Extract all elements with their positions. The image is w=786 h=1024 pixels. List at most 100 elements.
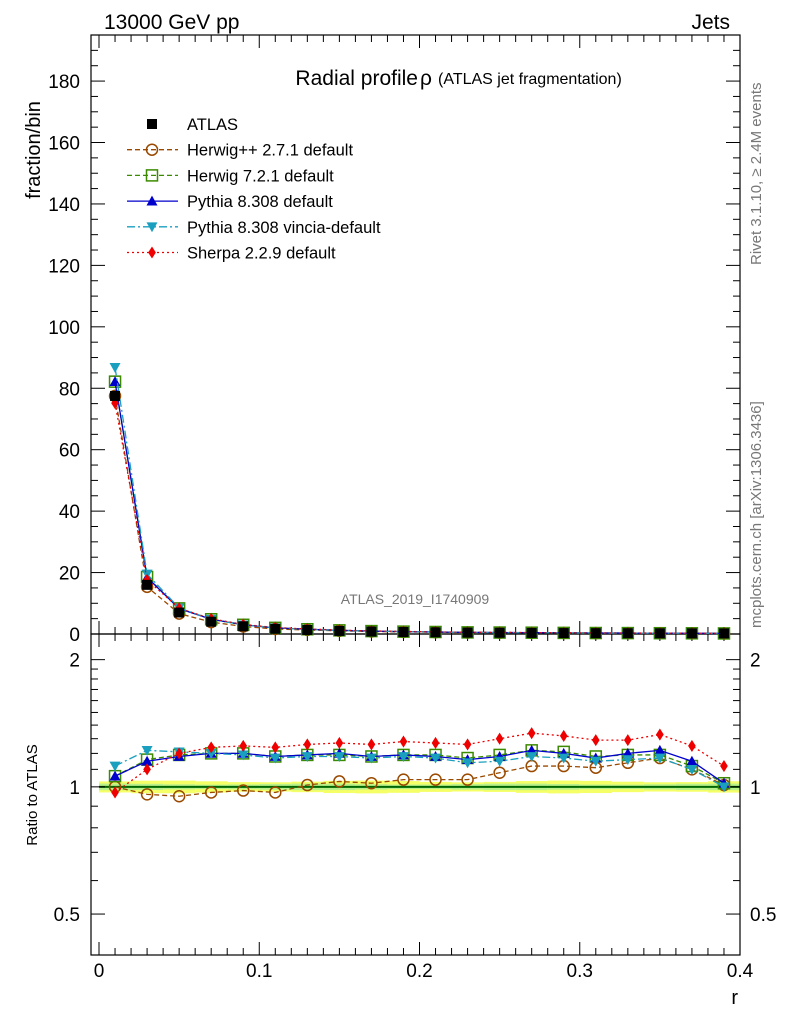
series-line-ratio	[114, 749, 725, 784]
ratio-panel-frame	[90, 633, 741, 956]
data-point	[174, 607, 185, 618]
series-point-ratio	[656, 728, 664, 741]
x-tick-label: 0	[94, 961, 105, 982]
legend-label: Sherpa 2.2.9 default	[187, 245, 336, 263]
data-point	[398, 627, 409, 638]
y-tick-label-main: 120	[48, 256, 80, 277]
data-point	[366, 626, 377, 637]
y-tick-label-main: 60	[59, 441, 80, 462]
series-point-main	[109, 362, 121, 373]
chart-title-sub: (ATLAS jet fragmentation)	[438, 71, 622, 88]
legend-marker	[147, 119, 157, 129]
ratio-series-group	[108, 727, 731, 803]
x-tick-label: 0.1	[246, 961, 272, 982]
data-point	[270, 623, 281, 634]
rivet-label: Rivet 3.1.10, ≥ 2.4M events	[748, 83, 765, 266]
series-point-ratio	[109, 761, 121, 772]
data-point	[654, 628, 665, 639]
series-point-ratio	[175, 747, 183, 760]
series-point-ratio	[654, 744, 666, 755]
series-point-ratio	[558, 753, 570, 764]
series-point-ratio	[140, 788, 154, 801]
series-point-ratio	[399, 735, 408, 748]
series-point-ratio	[365, 753, 377, 764]
data-point	[206, 616, 217, 627]
data-point	[302, 625, 313, 636]
series-point-ratio	[591, 734, 600, 747]
data-point	[526, 627, 537, 638]
data-point	[334, 625, 345, 636]
series-point-ratio	[622, 755, 634, 766]
series-point-ratio	[654, 753, 666, 764]
series-point-ratio	[111, 786, 119, 799]
y-axis-label-ratio: Ratio to ATLAS	[24, 744, 41, 845]
x-tick-label: 0.2	[406, 961, 432, 982]
series-point-ratio	[301, 778, 314, 792]
chart-title: Radial profile	[295, 67, 418, 90]
y-tick-label-main: 160	[48, 134, 80, 155]
series-point-ratio	[462, 758, 474, 769]
y-tick-label-main: 0	[69, 625, 80, 646]
series-point-ratio	[269, 786, 282, 799]
legend-marker	[145, 169, 159, 182]
series-point-ratio	[367, 738, 376, 751]
series-point-ratio	[365, 776, 378, 790]
mcplots-label: mcplots.cern.ch [arXiv:1306.3436]	[748, 401, 765, 628]
header-right: Jets	[691, 11, 730, 34]
main-series-group	[108, 362, 731, 640]
y-tick-label-main: 140	[48, 195, 80, 216]
series-point-ratio	[431, 736, 440, 750]
series-point-ratio	[269, 753, 281, 764]
legend-label: Pythia 8.308 vincia-default	[187, 219, 381, 237]
series-point-ratio	[397, 773, 410, 786]
series-point-ratio	[333, 775, 346, 788]
series-point-ratio	[493, 766, 506, 779]
series-point-ratio	[335, 736, 344, 750]
series-point-ratio	[688, 739, 696, 752]
data-point	[462, 627, 473, 638]
data-point	[718, 628, 729, 639]
analysis-label: ATLAS_2019_I1740909	[341, 591, 490, 607]
legend-marker	[145, 143, 159, 156]
series-point-ratio	[172, 790, 186, 803]
series-point-ratio	[271, 741, 280, 754]
y-tick-label-ratio: 2	[69, 651, 80, 672]
series-point-ratio	[237, 750, 249, 761]
data-point	[622, 628, 633, 639]
series-point-ratio	[397, 752, 409, 762]
y-tick-label-main: 40	[59, 502, 80, 523]
header-left: 13000 GeV pp	[104, 11, 239, 34]
series-line-ratio	[114, 757, 725, 797]
series-point-ratio	[686, 764, 698, 775]
series-point-ratio	[623, 734, 632, 747]
series-point-ratio	[430, 753, 442, 764]
series-point-ratio	[239, 739, 248, 752]
series-point-ratio	[141, 745, 153, 756]
series-point-ratio	[559, 729, 568, 742]
x-axis-label: r	[731, 987, 738, 1009]
data-point	[686, 628, 697, 639]
series-line-ratio	[114, 732, 725, 793]
y-tick-label-ratio-right: 0.5	[750, 905, 776, 926]
series-point-main	[109, 376, 121, 387]
y-tick-label-main: 80	[59, 379, 80, 400]
series-point-ratio	[207, 741, 216, 754]
legend-label: ATLAS	[187, 116, 238, 134]
data-point	[494, 627, 505, 638]
series-point-ratio	[141, 755, 153, 766]
x-tick-label: 0.3	[567, 961, 593, 982]
series-point-ratio	[526, 752, 538, 762]
data-point	[430, 627, 441, 638]
ratio-uncertainty-band	[99, 780, 740, 794]
series-point-ratio	[204, 786, 218, 799]
chart-title-symbol: ρ	[420, 67, 432, 90]
y-tick-label-main: 180	[48, 72, 80, 93]
series-point-ratio	[205, 748, 217, 759]
series-point-ratio	[718, 782, 730, 793]
series-point-ratio	[686, 755, 698, 766]
series-point-ratio	[720, 760, 728, 773]
legend: ATLAS Herwig++ 2.7.1 default Herwig 7.2.1 …	[127, 116, 381, 263]
legend-label: Pythia 8.308 default	[187, 193, 333, 211]
y-tick-label-ratio-right: 1	[750, 778, 761, 799]
